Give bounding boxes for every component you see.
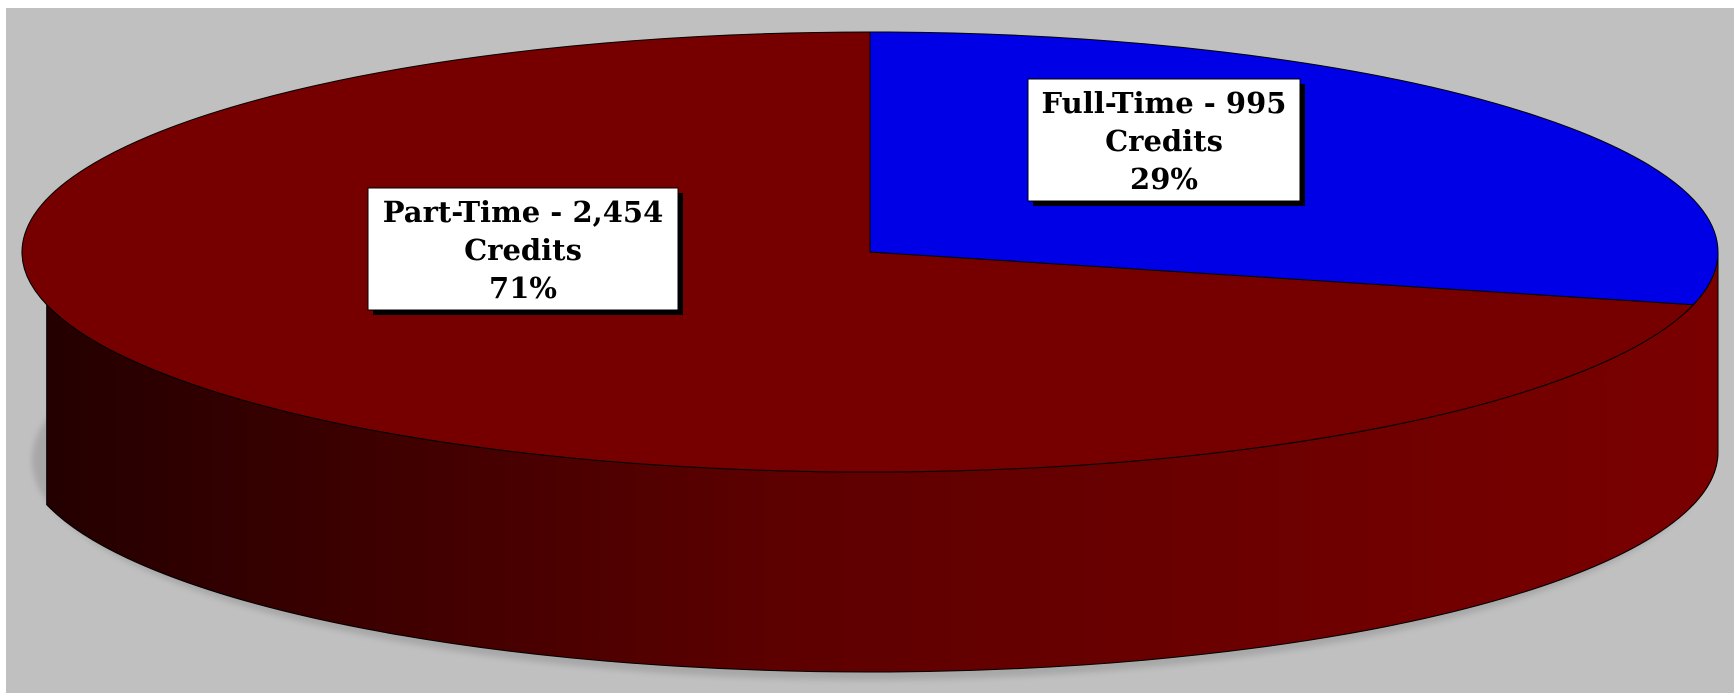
slice-part-time	[21, 31, 1695, 473]
label-full-time-line-2: Credits	[1105, 124, 1223, 158]
label-full-time: Full-Time - 995 Credits 29%	[1027, 78, 1305, 206]
label-full-time-box	[1027, 78, 1301, 202]
label-part-time-line-1: Part-Time - 2,454	[383, 195, 664, 229]
label-part-time-line-2: Credits	[464, 233, 582, 267]
label-full-time-line-3: 29%	[1130, 162, 1198, 196]
label-full-time-line-1: Full-Time - 995	[1042, 86, 1287, 120]
label-part-time: Part-Time - 2,454 Credits 71%	[367, 187, 683, 315]
label-part-time-line-3: 71%	[489, 271, 557, 305]
label-part-time-box	[367, 187, 679, 311]
